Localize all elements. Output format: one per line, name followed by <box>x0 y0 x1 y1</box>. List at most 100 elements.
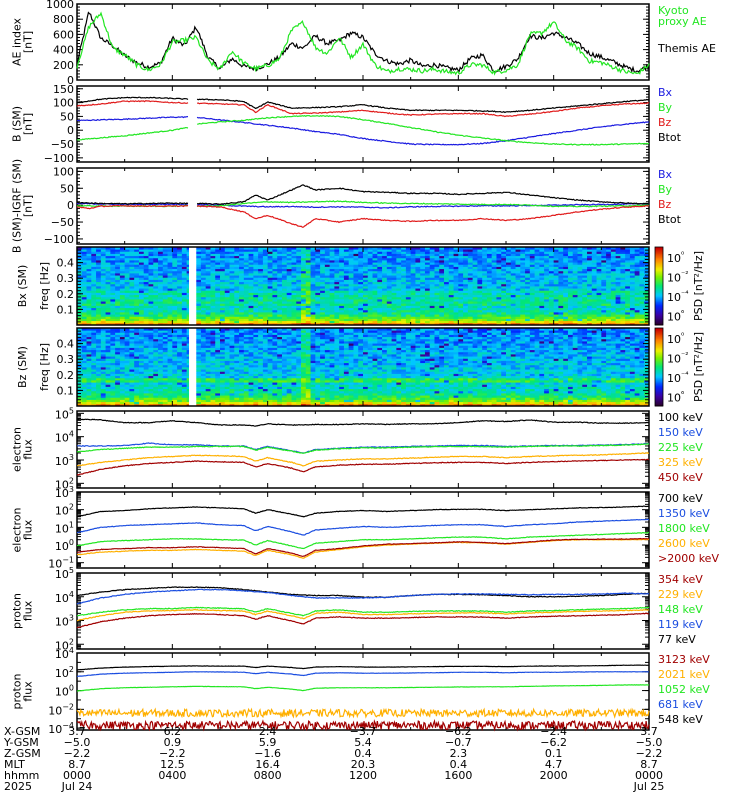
spectrogram-cell <box>477 275 483 278</box>
spectrogram-cell <box>196 312 202 315</box>
spectrogram-cell <box>86 275 92 278</box>
spectrogram-cell <box>138 273 145 276</box>
spectrogram-cell <box>296 318 302 322</box>
spectrogram-cell <box>305 247 311 250</box>
spectrogram-cell <box>625 281 631 285</box>
spectrogram-cell <box>401 264 407 267</box>
spectrogram-cell <box>143 251 149 254</box>
spectrogram-cell <box>258 251 264 254</box>
spectrogram-cell <box>563 253 569 257</box>
spectrogram-cell <box>363 294 369 298</box>
spectrogram-cell <box>81 375 87 379</box>
spectrogram-cell <box>453 307 459 311</box>
spectrogram-cell <box>391 257 397 261</box>
spectrogram-cell <box>429 303 435 306</box>
spectrogram-cell <box>234 275 240 278</box>
spectrogram-cell <box>644 268 650 272</box>
spectrogram-cell <box>634 288 640 291</box>
spectrogram-cell <box>634 268 640 272</box>
spectrogram-cell <box>482 264 488 267</box>
spectrogram-cell <box>291 281 297 285</box>
spectrogram-cell <box>415 286 421 289</box>
spectrogram-cell <box>553 290 559 293</box>
spectrogram-cell <box>315 307 321 311</box>
spectrogram-cell <box>544 312 550 315</box>
spectrogram-cell <box>439 318 445 322</box>
spectrogram-cell <box>81 277 87 280</box>
spectrogram-cell <box>248 268 254 272</box>
spectrogram-cell <box>353 294 359 298</box>
spectrogram-cell <box>86 249 92 252</box>
spectrogram-cell <box>553 264 559 267</box>
spectrogram-cell <box>615 318 621 322</box>
spectrogram-cell <box>553 303 559 306</box>
spectrogram-cell <box>525 249 531 252</box>
spectrogram-cell <box>181 301 188 304</box>
spectrogram-cell <box>615 288 621 291</box>
spectrogram-cell <box>372 301 378 304</box>
spectrogram-cell <box>620 260 626 263</box>
spectrogram-cell <box>434 273 440 276</box>
spectrogram-cell <box>629 251 636 254</box>
spectrogram-cell <box>172 299 178 302</box>
spectrogram-cell <box>138 268 145 272</box>
spectrogram-cell <box>472 281 478 285</box>
spectrogram-cell <box>510 322 516 326</box>
spectrogram-cell <box>220 277 226 280</box>
spectrogram-cell <box>453 309 459 313</box>
spectrogram-cell <box>486 264 493 267</box>
spectrogram-cell <box>229 301 235 304</box>
spectrogram-cell <box>625 251 631 254</box>
spectrogram-cell <box>162 296 168 300</box>
spectrogram-cell <box>429 262 435 265</box>
spectrogram-cell <box>491 275 497 278</box>
spectrogram-cell <box>248 296 254 300</box>
spectrogram-cell <box>553 260 559 263</box>
spectrogram-cell <box>153 273 159 276</box>
spectrogram-cell <box>405 290 412 293</box>
spectrogram-cell <box>239 307 245 311</box>
spectrogram-cell <box>196 305 202 309</box>
spectrogram-cell <box>267 247 273 250</box>
spectrogram-cell <box>205 318 211 322</box>
spectrogram-cell <box>86 343 92 346</box>
spectrogram-cell <box>529 275 535 278</box>
spectrogram-cell <box>129 249 135 252</box>
spectrogram-cell <box>310 312 316 315</box>
spectrogram-cell <box>629 303 636 306</box>
spectrogram-cell <box>615 320 621 324</box>
spectrogram-cell <box>434 288 440 291</box>
spectrogram-cell <box>410 316 416 319</box>
spectrogram-cell <box>200 262 207 265</box>
spectrogram-cell <box>458 251 464 254</box>
spectrogram-cell <box>615 316 621 319</box>
spectrogram-cell <box>329 301 335 304</box>
spectrogram-cell <box>444 281 450 285</box>
spectrogram-cell <box>577 251 583 254</box>
spectrogram-cell <box>315 322 321 326</box>
spectrogram-cell <box>572 262 578 265</box>
spectrogram-cell <box>644 290 650 293</box>
spectrogram-cell <box>134 268 140 272</box>
spectrogram-cell <box>239 260 245 263</box>
spectrogram-cell <box>601 299 607 302</box>
spectrogram-cell <box>420 312 426 315</box>
spectrogram-cell <box>472 294 478 298</box>
spectrogram-cell <box>482 314 488 317</box>
spectrogram-cell <box>610 283 617 287</box>
spectrogram-cell <box>172 292 178 296</box>
spectrogram-cell <box>91 347 97 351</box>
spectrogram-cell <box>81 260 87 263</box>
spectrogram-cell <box>177 309 183 313</box>
spectrogram-cell <box>172 255 178 259</box>
spectrogram-cell <box>334 253 340 257</box>
spectrogram-cell <box>525 316 531 319</box>
spectrogram-cell <box>510 262 516 265</box>
spectrogram-cell <box>310 292 316 296</box>
spectrogram-cell <box>86 364 92 368</box>
spectrogram-cell <box>553 275 559 278</box>
spectrogram-cell <box>391 322 397 326</box>
spectrogram-cell <box>391 290 397 293</box>
spectrogram-cell <box>105 266 111 270</box>
spectrogram-cell <box>181 318 188 322</box>
